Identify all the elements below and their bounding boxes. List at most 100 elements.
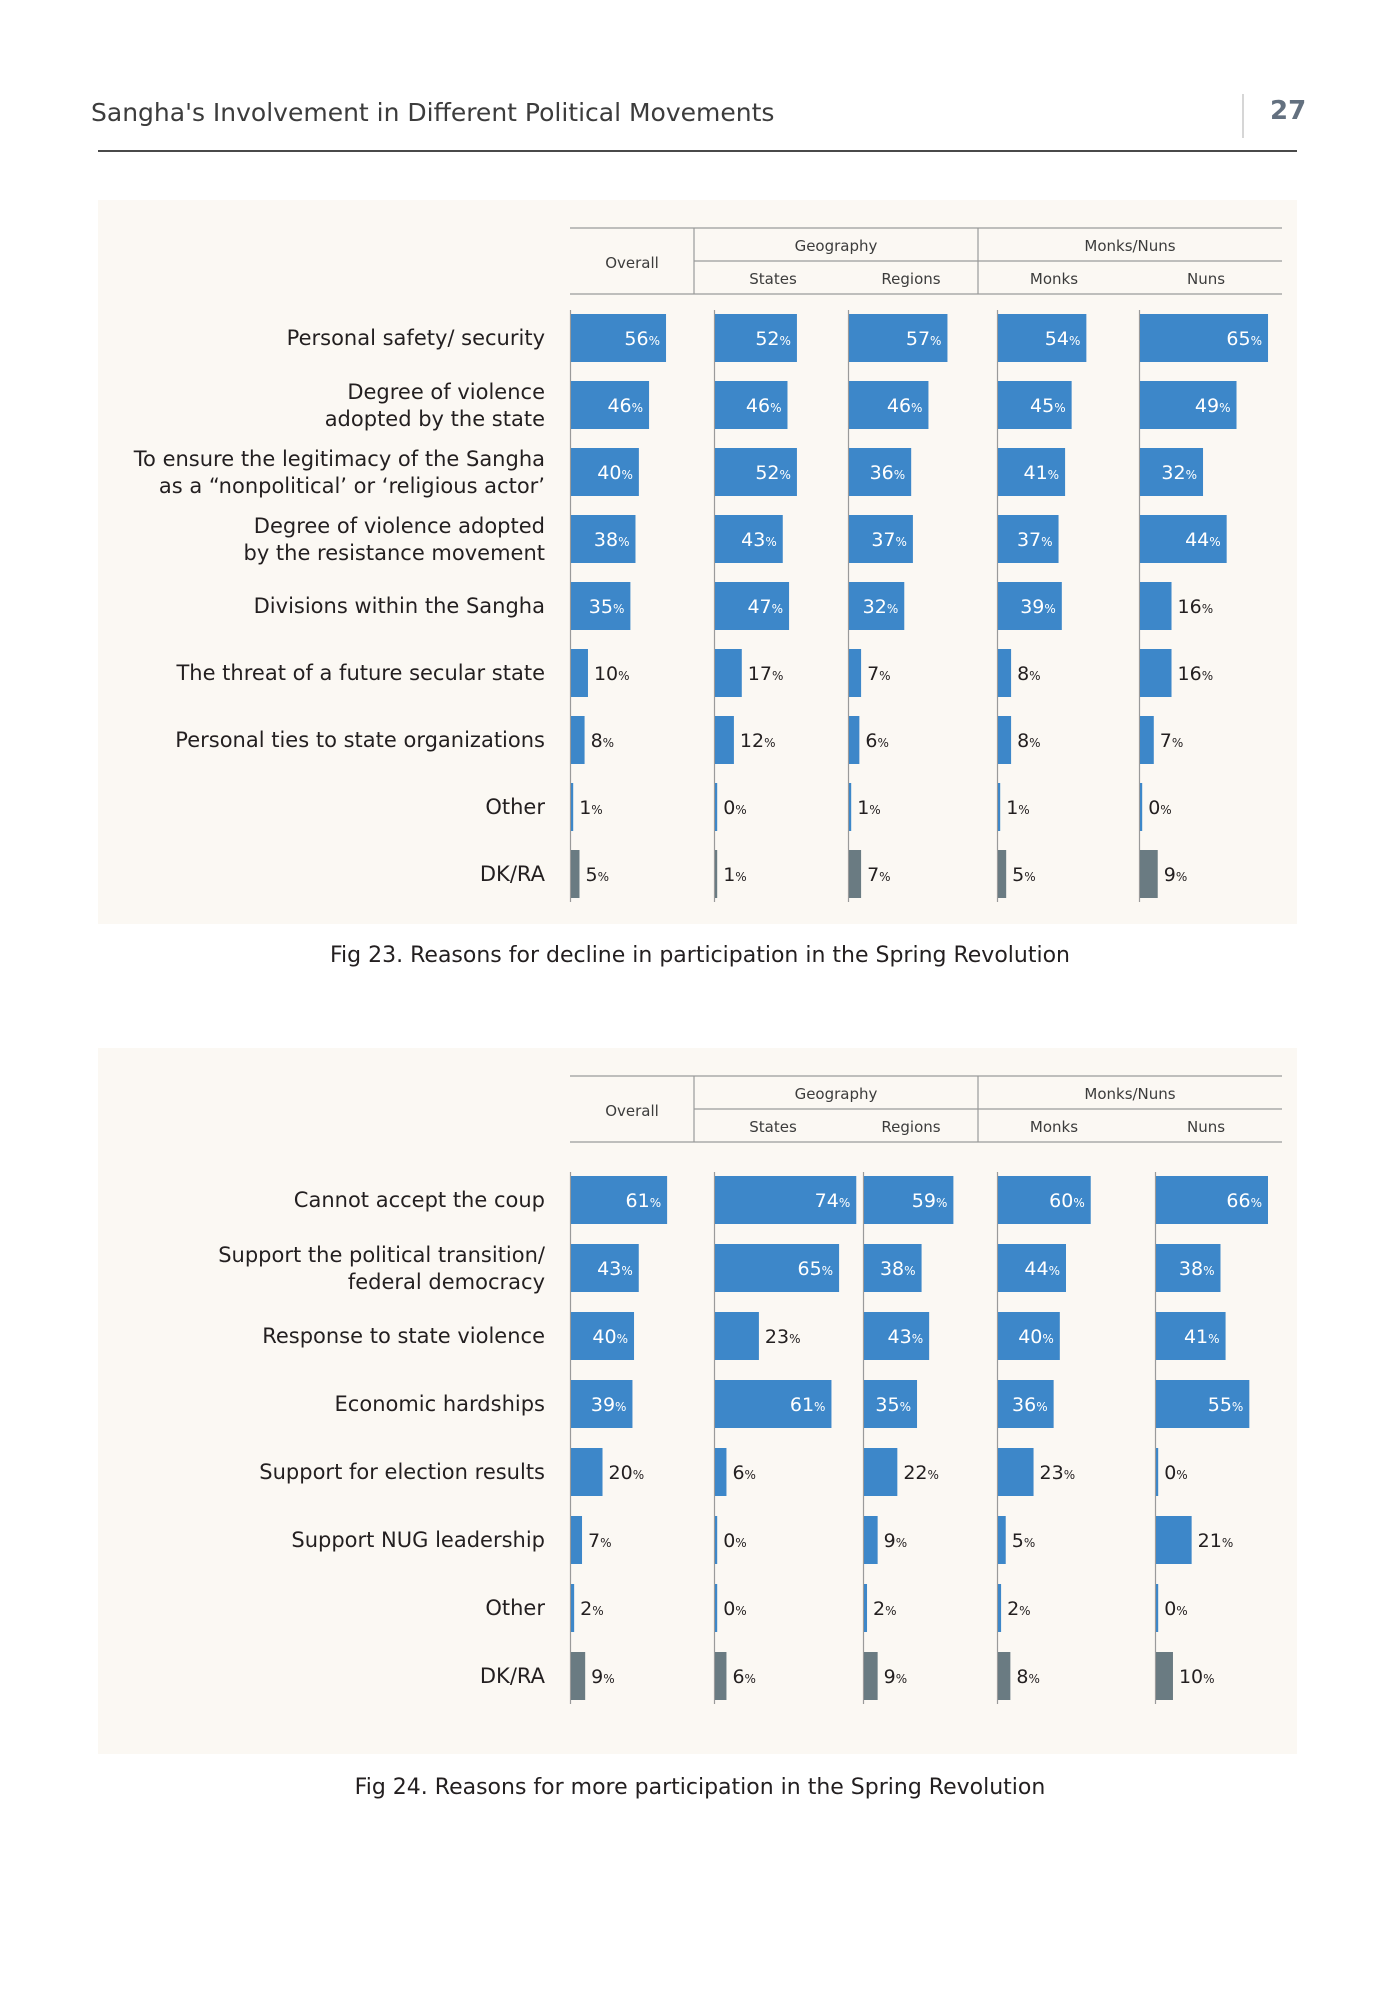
bar-monks <box>998 1380 1054 1428</box>
bar-value-label: 2% <box>580 1598 604 1620</box>
column-label-monks: Monks <box>1030 1118 1078 1136</box>
column-label-nuns: Nuns <box>1187 1118 1225 1136</box>
bar-value-label: 16% <box>1178 596 1214 618</box>
bar-regions <box>849 314 948 362</box>
category-label: Degree of violence adopted by the state <box>325 380 545 431</box>
bar-states <box>715 1380 832 1428</box>
bar-nuns <box>1140 582 1172 630</box>
bar-value-label: 39% <box>591 1394 627 1416</box>
bar-overall <box>571 783 574 831</box>
bar-states <box>715 1176 857 1224</box>
bar-nuns <box>1140 649 1172 697</box>
bar-overall <box>571 1448 603 1496</box>
category-label: The threat of a future secular state <box>175 661 545 685</box>
caption-fig23: Fig 23. Reasons for decline in participa… <box>330 943 1070 968</box>
caption-fig24: Fig 24. Reasons for more participation i… <box>354 1775 1046 1800</box>
bar-states <box>715 1244 840 1292</box>
bar-value-label: 21% <box>1198 1530 1234 1552</box>
bar-states <box>715 1652 727 1700</box>
bar-regions <box>849 649 862 697</box>
bar-value-label: 8% <box>1016 1666 1040 1688</box>
bar-value-label: 16% <box>1178 663 1214 685</box>
bar-value-label: 9% <box>884 1530 908 1552</box>
page-number: 27 <box>1270 96 1307 126</box>
category-label: To ensure the legitimacy of the Sangha as… <box>133 447 545 498</box>
bar-regions <box>864 1584 868 1632</box>
bar-value-label: 38% <box>1179 1258 1215 1280</box>
bar-overall <box>571 1652 586 1700</box>
bar-value-label: 56% <box>624 328 660 350</box>
bar-regions <box>849 716 860 764</box>
column-label-monks: Monks <box>1030 270 1078 288</box>
bar-overall <box>571 1244 639 1292</box>
bar-value-label: 38% <box>880 1258 916 1280</box>
bar-value-label: 52% <box>755 462 791 484</box>
bar-monks <box>998 448 1066 496</box>
bar-nuns <box>1156 1176 1268 1224</box>
bar-value-label: 40% <box>1018 1326 1054 1348</box>
bar-value-label: 5% <box>1012 1530 1036 1552</box>
bar-value-label: 10% <box>594 663 630 685</box>
bar-value-label: 44% <box>1185 529 1221 551</box>
bar-value-label: 0% <box>723 1530 747 1552</box>
category-label: DK/RA <box>480 862 546 886</box>
bar-value-label: 66% <box>1226 1190 1262 1212</box>
bar-regions <box>864 1312 930 1360</box>
bar-value-label: 1% <box>1006 797 1029 819</box>
bar-value-label: 52% <box>755 328 791 350</box>
category-label: Support NUG leadership <box>291 1528 545 1552</box>
column-label-states: States <box>749 270 797 288</box>
group-label-overall: Overall <box>605 254 659 272</box>
bar-value-label: 0% <box>1164 1462 1188 1484</box>
bar-states <box>715 783 718 831</box>
category-label: DK/RA <box>480 1664 546 1688</box>
bar-value-label: 0% <box>1148 797 1172 819</box>
category-label: Support the political transition/federal… <box>218 1243 546 1294</box>
bar-monks <box>998 1176 1091 1224</box>
bar-value-label: 8% <box>1017 663 1040 685</box>
bar-monks <box>998 515 1059 563</box>
bar-value-label: 8% <box>591 730 615 752</box>
category-label: Personal ties to state organizations <box>175 728 545 752</box>
bar-states <box>715 649 742 697</box>
bar-value-label: 2% <box>873 1598 897 1620</box>
bar-value-label: 44% <box>1024 1258 1060 1280</box>
bar-value-label: 10% <box>1179 1666 1215 1688</box>
bar-states <box>715 1516 718 1564</box>
bar-nuns <box>1156 1312 1226 1360</box>
bar-regions <box>864 1448 898 1496</box>
bar-value-label: 61% <box>626 1190 662 1212</box>
bar-overall <box>571 716 585 764</box>
bar-monks <box>998 1244 1066 1292</box>
bar-nuns <box>1140 515 1227 563</box>
bar-value-label: 74% <box>815 1190 851 1212</box>
bar-overall <box>571 515 636 563</box>
group-label-geography: Geography <box>795 237 878 255</box>
bar-value-label: 7% <box>867 663 891 685</box>
bar-value-label: 43% <box>597 1258 633 1280</box>
bar-monks <box>998 1652 1011 1700</box>
category-label: Economic hardships <box>335 1392 545 1416</box>
category-label: Personal safety/ security <box>287 326 545 350</box>
bar-value-label: 9% <box>591 1666 615 1688</box>
bar-value-label: 36% <box>1012 1394 1048 1416</box>
bar-regions <box>849 783 852 831</box>
bar-value-label: 46% <box>887 395 923 417</box>
bar-monks <box>998 1584 1002 1632</box>
bar-regions <box>864 1652 878 1700</box>
bar-regions <box>849 381 929 429</box>
bar-states <box>715 381 788 429</box>
bar-value-label: 12% <box>740 730 776 752</box>
bar-value-label: 6% <box>732 1462 756 1484</box>
bar-value-label: 5% <box>585 864 609 886</box>
bar-value-label: 57% <box>906 328 942 350</box>
bar-value-label: 5% <box>1012 864 1036 886</box>
bar-value-label: 32% <box>863 596 899 618</box>
bar-value-label: 36% <box>870 462 906 484</box>
bar-regions <box>864 1176 954 1224</box>
bar-states <box>715 515 783 563</box>
bar-value-label: 49% <box>1195 395 1231 417</box>
bar-value-label: 1% <box>723 864 747 886</box>
bar-overall <box>571 448 639 496</box>
chart-panel-fig23: Overall Geography Monks/Nuns States Regions M… <box>98 200 1297 924</box>
